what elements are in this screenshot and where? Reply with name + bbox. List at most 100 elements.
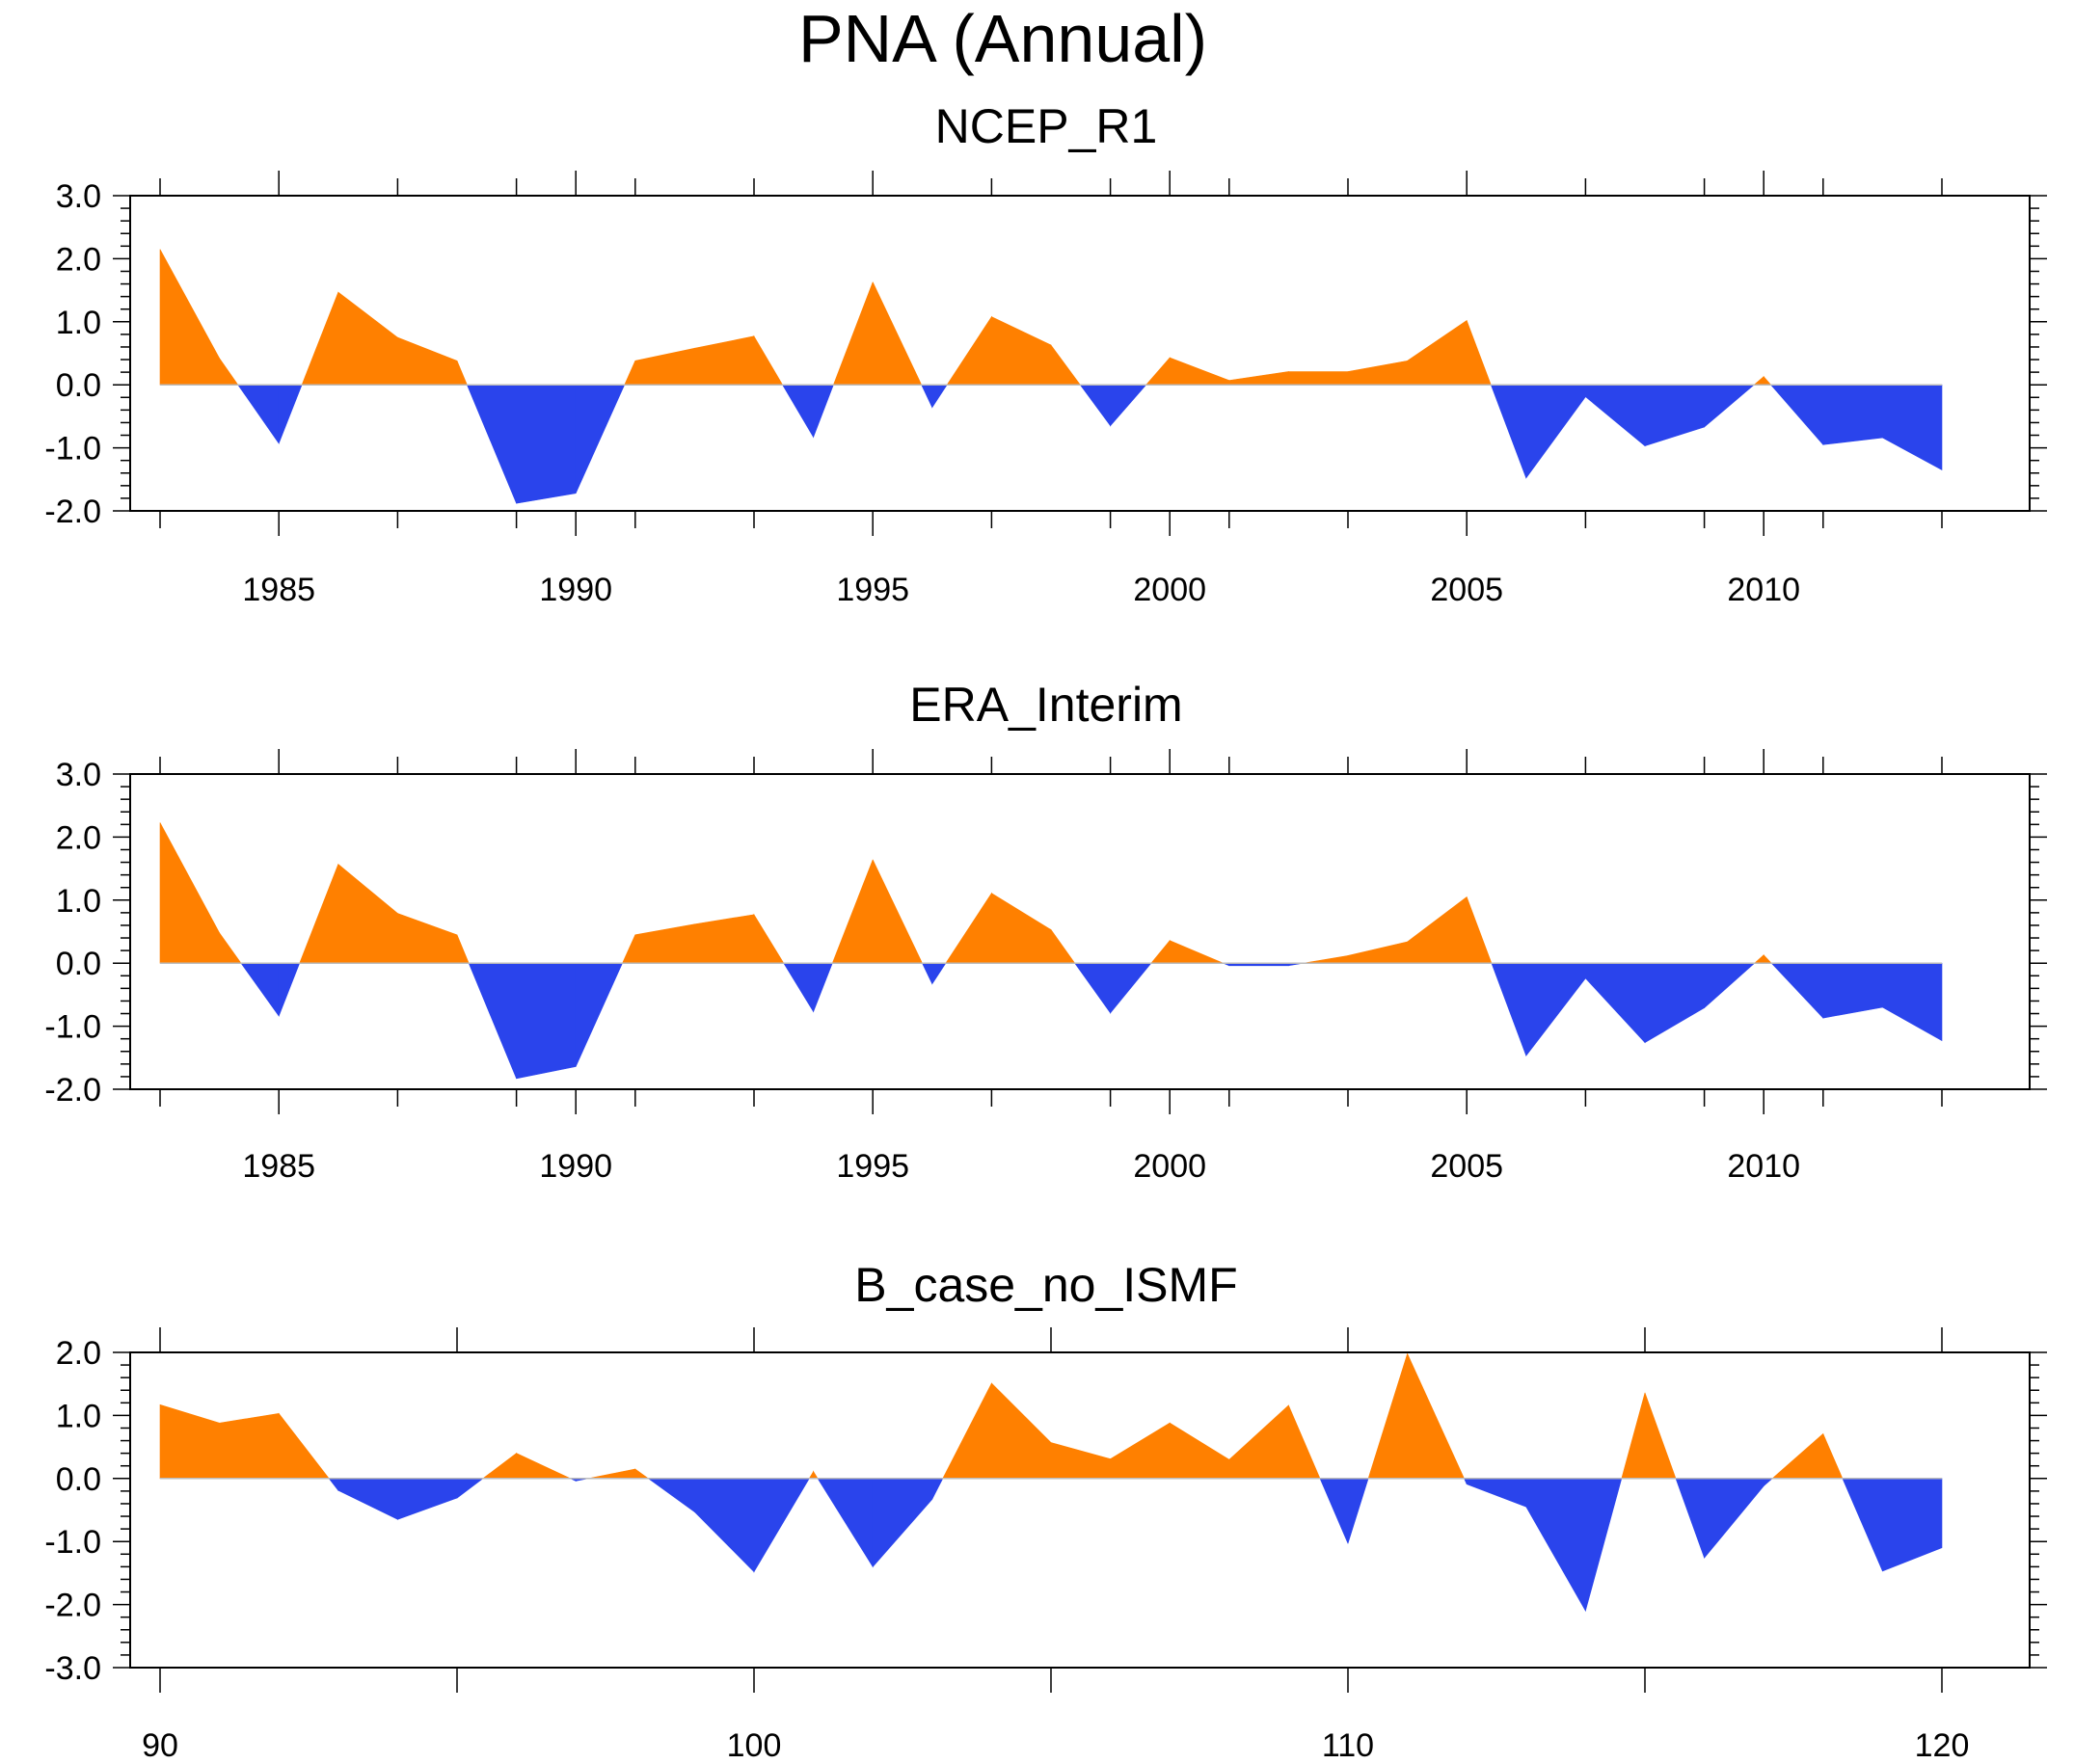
negative-area-segment xyxy=(1585,1478,1623,1612)
positive-area-segment xyxy=(1407,1353,1465,1480)
positive-area-segment xyxy=(1169,940,1224,964)
y-tick-label: 1.0 xyxy=(56,1398,101,1434)
negative-area-segment xyxy=(782,384,814,439)
positive-area-segment xyxy=(991,893,1052,964)
x-tick-label: 2000 xyxy=(1133,572,1206,608)
negative-area-segment xyxy=(1490,384,1527,479)
y-tick-label: 3.0 xyxy=(56,757,101,793)
negative-area-segment xyxy=(1074,962,1111,1014)
positive-area-segment xyxy=(831,859,874,964)
y-tick-label: 0.0 xyxy=(56,367,101,404)
negative-area-segment xyxy=(1882,384,1943,471)
positive-area-segment xyxy=(1753,954,1764,964)
positive-area-segment xyxy=(219,931,242,964)
positive-area-segment xyxy=(945,892,992,964)
negative-area-segment xyxy=(694,1478,755,1573)
positive-area-segment xyxy=(753,334,784,386)
panel-title: NCEP_R1 xyxy=(935,99,1158,153)
negative-area-segment xyxy=(1585,962,1646,1044)
positive-area-segment xyxy=(624,361,636,386)
positive-area-segment xyxy=(278,1412,330,1480)
negative-area-segment xyxy=(1704,1478,1764,1560)
positive-area-segment xyxy=(634,923,695,964)
panel-title: B_case_no_ISMF xyxy=(854,1258,1237,1312)
negative-area-segment xyxy=(1675,1478,1705,1559)
negative-area-segment xyxy=(1704,962,1756,1009)
negative-area-segment xyxy=(1525,384,1586,479)
positive-area-segment xyxy=(634,1468,650,1480)
negative-area-segment xyxy=(813,384,834,438)
negative-area-segment xyxy=(575,962,623,1067)
y-tick-label: 1.0 xyxy=(56,305,101,341)
positive-area-segment xyxy=(1303,955,1349,964)
negative-area-segment xyxy=(1585,384,1646,447)
x-tick-label: 120 xyxy=(1915,1727,1970,1764)
positive-area-segment xyxy=(219,357,239,386)
positive-area-segment xyxy=(1763,953,1772,964)
positive-area-segment xyxy=(1228,371,1289,386)
positive-area-segment xyxy=(1145,357,1171,386)
positive-area-segment xyxy=(301,291,339,386)
negative-area-segment xyxy=(753,1478,810,1573)
x-tick-label: 100 xyxy=(727,1727,782,1764)
positive-area-segment xyxy=(1169,357,1230,386)
negative-area-segment xyxy=(516,962,577,1080)
negative-area-segment xyxy=(931,962,947,985)
negative-area-segment xyxy=(1770,962,1824,1019)
positive-area-segment xyxy=(1753,376,1764,386)
positive-area-segment xyxy=(872,859,923,964)
positive-area-segment xyxy=(1347,941,1408,964)
main-title: PNA (Annual) xyxy=(797,1,1208,76)
y-tick-label: 0.0 xyxy=(56,1461,101,1498)
negative-area-segment xyxy=(516,384,577,504)
positive-area-segment xyxy=(946,315,992,386)
y-tick-label: -1.0 xyxy=(44,1009,101,1046)
positive-area-segment xyxy=(337,291,398,386)
positive-area-segment xyxy=(516,1453,571,1480)
positive-area-segment xyxy=(1050,1442,1111,1480)
negative-area-segment xyxy=(1644,962,1705,1044)
positive-area-segment xyxy=(872,281,923,386)
negative-area-segment xyxy=(817,1478,874,1568)
x-tick-label: 1985 xyxy=(242,572,315,608)
negative-area-segment xyxy=(1347,1478,1369,1544)
x-tick-label: 2005 xyxy=(1430,572,1503,608)
negative-area-segment xyxy=(1644,384,1705,447)
x-tick-label: 1995 xyxy=(836,1148,909,1185)
positive-area-segment xyxy=(456,934,470,964)
negative-area-segment xyxy=(1319,1478,1349,1544)
x-tick-label: 1985 xyxy=(242,1148,315,1185)
positive-area-segment xyxy=(622,934,636,964)
positive-area-segment xyxy=(397,336,458,386)
positive-area-segment xyxy=(808,1470,814,1480)
x-tick-label: 110 xyxy=(1322,1727,1374,1764)
x-tick-label: 2000 xyxy=(1133,1148,1206,1185)
negative-area-segment xyxy=(813,962,833,1012)
y-tick-label: 2.0 xyxy=(56,241,101,278)
x-tick-label: 1990 xyxy=(539,1148,612,1185)
positive-area-segment xyxy=(1050,344,1081,386)
y-tick-label: -2.0 xyxy=(44,1588,101,1624)
positive-area-segment xyxy=(1288,1404,1321,1480)
negative-area-segment xyxy=(931,1478,944,1500)
negative-area-segment xyxy=(783,962,814,1013)
positive-area-segment xyxy=(832,281,874,386)
negative-area-segment xyxy=(456,1478,484,1499)
negative-area-segment xyxy=(1464,1478,1468,1484)
y-tick-label: 2.0 xyxy=(56,819,101,856)
positive-area-segment xyxy=(1228,1404,1289,1480)
y-tick-label: 3.0 xyxy=(56,178,101,215)
y-tick-label: 0.0 xyxy=(56,946,101,982)
negative-area-segment xyxy=(337,1478,398,1520)
positive-area-segment xyxy=(1822,1433,1844,1480)
plot-frame xyxy=(129,773,2031,1090)
positive-area-segment xyxy=(1288,371,1349,386)
negative-area-segment xyxy=(1763,1478,1773,1487)
negative-area-segment xyxy=(1491,962,1527,1056)
negative-area-segment xyxy=(931,384,948,409)
negative-area-segment xyxy=(647,1478,695,1513)
positive-area-segment xyxy=(482,1452,517,1480)
negative-area-segment xyxy=(1882,1478,1943,1572)
negative-area-segment xyxy=(1842,1478,1883,1572)
